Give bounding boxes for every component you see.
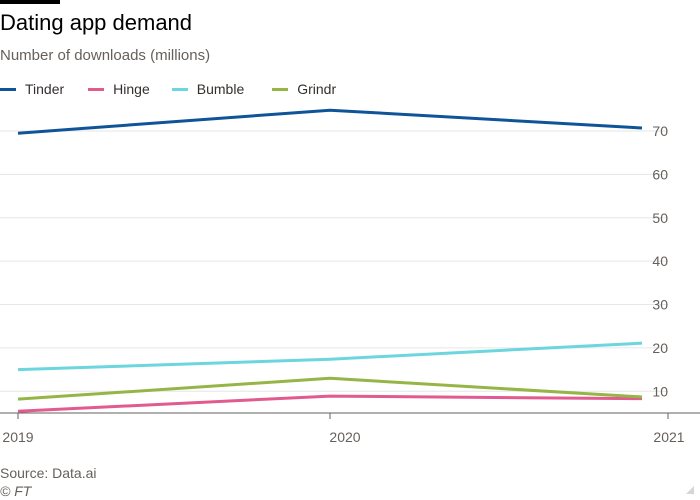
series-line-hinge (17, 394, 643, 413)
y-tick-label: 10 (652, 383, 668, 399)
y-tick-label: 70 (652, 123, 668, 139)
brand-bar (0, 0, 60, 4)
legend-item-tinder: Tinder (0, 81, 64, 97)
chart-subtitle: Number of downloads (millions) (0, 47, 211, 64)
y-tick-label: 30 (652, 297, 668, 313)
x-tick-label: 2019 (2, 429, 33, 445)
legend-item-bumble: Bumble (171, 81, 245, 97)
x-tick-label: 2020 (329, 429, 360, 445)
x-tick-label: 2021 (653, 429, 684, 445)
y-tick-label: 50 (652, 210, 668, 226)
line-chart: 10 20 30 40 50 60 70 2019 2020 2021 (0, 108, 700, 445)
legend-label: Tinder (25, 81, 65, 97)
legend-label: Hinge (113, 81, 150, 97)
legend-label: Grindr (297, 81, 337, 97)
series-line-bumble (17, 341, 643, 372)
legend-swatch-bumble (171, 87, 188, 91)
chart-legend: Tinder Hinge Bumble Grindr (0, 79, 336, 99)
legend-item-hinge: Hinge (88, 81, 150, 97)
resize-corner-icon (686, 486, 694, 494)
series-line-tinder (17, 108, 643, 135)
legend-swatch-hinge (88, 87, 105, 91)
y-tick-label: 40 (652, 253, 668, 269)
legend-swatch-grindr (272, 87, 289, 91)
chart-title: Dating app demand (0, 10, 193, 35)
legend-label: Bumble (196, 81, 245, 97)
chart-source: Source: Data.ai (0, 465, 97, 481)
legend-item-grindr: Grindr (272, 81, 336, 97)
y-tick-label: 20 (652, 340, 668, 356)
y-tick-label: 60 (652, 166, 668, 182)
legend-swatch-tinder (0, 87, 16, 91)
series-line-grindr (17, 376, 643, 401)
chart-copyright: © FT (0, 483, 32, 499)
